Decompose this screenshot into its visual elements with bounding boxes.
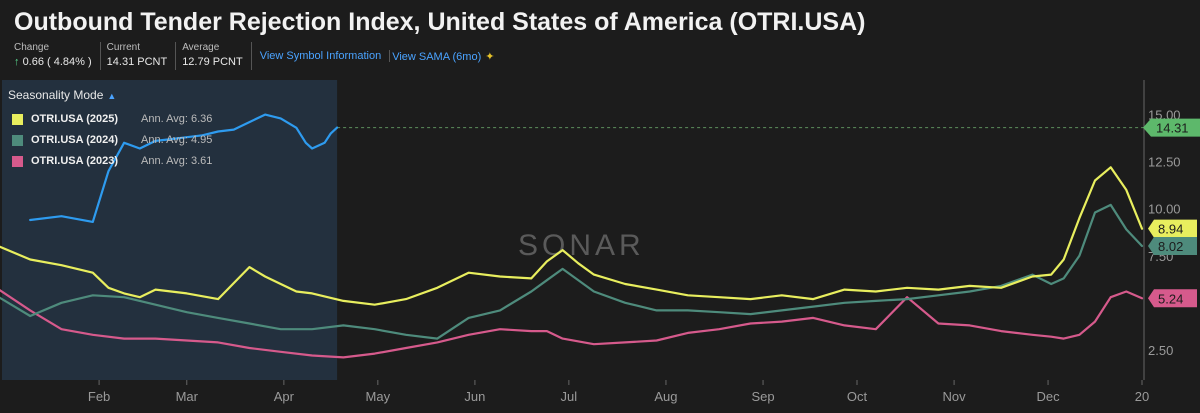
legend-item-2023[interactable]: OTRI.USA (2023) Ann. Avg: 3.61 xyxy=(8,152,212,170)
legend-item-avg: Ann. Avg: 4.95 xyxy=(141,134,213,146)
x-tick-label: May xyxy=(366,389,391,404)
legend-item-name: OTRI.USA (2025) xyxy=(31,113,119,125)
x-tick-label: Dec xyxy=(1036,389,1060,404)
current-value: 14.31 PCNT xyxy=(106,56,168,68)
seasonality-mode-toggle[interactable]: Seasonality Mode ▲ xyxy=(8,88,212,102)
end-value-label: 8.94 xyxy=(1158,222,1183,237)
end-value-tag: 5.24 xyxy=(1148,289,1197,308)
x-tick-label: Nov xyxy=(943,389,967,404)
chevron-up-icon: ▲ xyxy=(107,91,117,101)
view-sama-link[interactable]: View SAMA (6mo) ✦ xyxy=(390,50,502,63)
legend: Seasonality Mode ▲ OTRI.USA (2025) Ann. A… xyxy=(8,88,212,173)
stats-bar: Change ↑ 0.66 ( 4.84% ) Current 14.31 PC… xyxy=(14,42,502,70)
series-line-3 xyxy=(0,289,1144,359)
arrow-up-icon: ↑ xyxy=(14,56,20,68)
x-tick-label: Aug xyxy=(654,389,677,404)
page-title: Outbound Tender Rejection Index, United … xyxy=(14,8,866,36)
sama-sparkle-icon: ✦ xyxy=(485,51,495,63)
y-tick-label: 12.50 xyxy=(1148,155,1181,170)
end-value-label: 8.02 xyxy=(1158,239,1183,254)
change-label: Change xyxy=(14,42,50,53)
x-axis-ticks: Feb Mar Apr May Jun Jul Aug Sep Oct Nov Dec 20 xyxy=(88,380,1149,404)
change-value: 0.66 ( 4.84% ) xyxy=(22,56,92,68)
x-tick-label: Jun xyxy=(464,389,485,404)
x-tick-label: Apr xyxy=(274,389,295,404)
current-label: Current xyxy=(106,42,141,53)
series-line-0 xyxy=(29,113,339,223)
x-tick-label: Oct xyxy=(847,389,868,404)
average-stat: Average 12.79 PCNT xyxy=(182,42,252,70)
view-sama-label: View SAMA (6mo) xyxy=(392,51,482,63)
end-value-tag: 8.02 xyxy=(1148,236,1197,255)
x-tick-label: Jul xyxy=(561,389,578,404)
seasonality-mode-label: Seasonality Mode xyxy=(8,88,104,102)
legend-item-2025[interactable]: OTRI.USA (2025) Ann. Avg: 6.36 xyxy=(8,110,212,128)
y-tick-label: 10.00 xyxy=(1148,202,1181,217)
average-label: Average xyxy=(182,42,220,53)
end-value-label: 5.24 xyxy=(1158,291,1183,306)
end-value-label: 14.31 xyxy=(1156,121,1189,136)
legend-item-avg: Ann. Avg: 3.61 xyxy=(141,155,213,167)
end-value-tags: 14.31 8.94 8.02 5.24 xyxy=(1143,118,1200,308)
average-value: 12.79 PCNT xyxy=(182,56,243,68)
end-value-tag: 14.31 xyxy=(1143,118,1200,137)
x-tick-label: 20 xyxy=(1135,389,1149,404)
end-value-tag: 8.94 xyxy=(1148,219,1197,238)
x-tick-label: Feb xyxy=(88,389,110,404)
legend-swatch xyxy=(12,155,23,167)
legend-item-name: OTRI.USA (2023) xyxy=(31,155,119,167)
view-symbol-info-link[interactable]: View Symbol Information xyxy=(258,50,391,62)
x-tick-label: Mar xyxy=(176,389,199,404)
series-layer xyxy=(0,113,1144,359)
y-tick-label: 2.50 xyxy=(1148,343,1173,358)
current-stat: Current 14.31 PCNT xyxy=(107,42,177,70)
legend-swatch xyxy=(12,134,23,146)
legend-item-name: OTRI.USA (2024) xyxy=(31,134,119,146)
legend-item-2024[interactable]: OTRI.USA (2024) Ann. Avg: 4.95 xyxy=(8,131,212,149)
series-line-1 xyxy=(0,166,1144,306)
legend-swatch xyxy=(12,113,23,125)
legend-item-avg: Ann. Avg: 6.36 xyxy=(141,113,213,125)
sonar-watermark: SONAR xyxy=(518,229,645,262)
x-tick-label: Sep xyxy=(751,389,774,404)
change-stat: Change ↑ 0.66 ( 4.84% ) xyxy=(14,42,101,70)
